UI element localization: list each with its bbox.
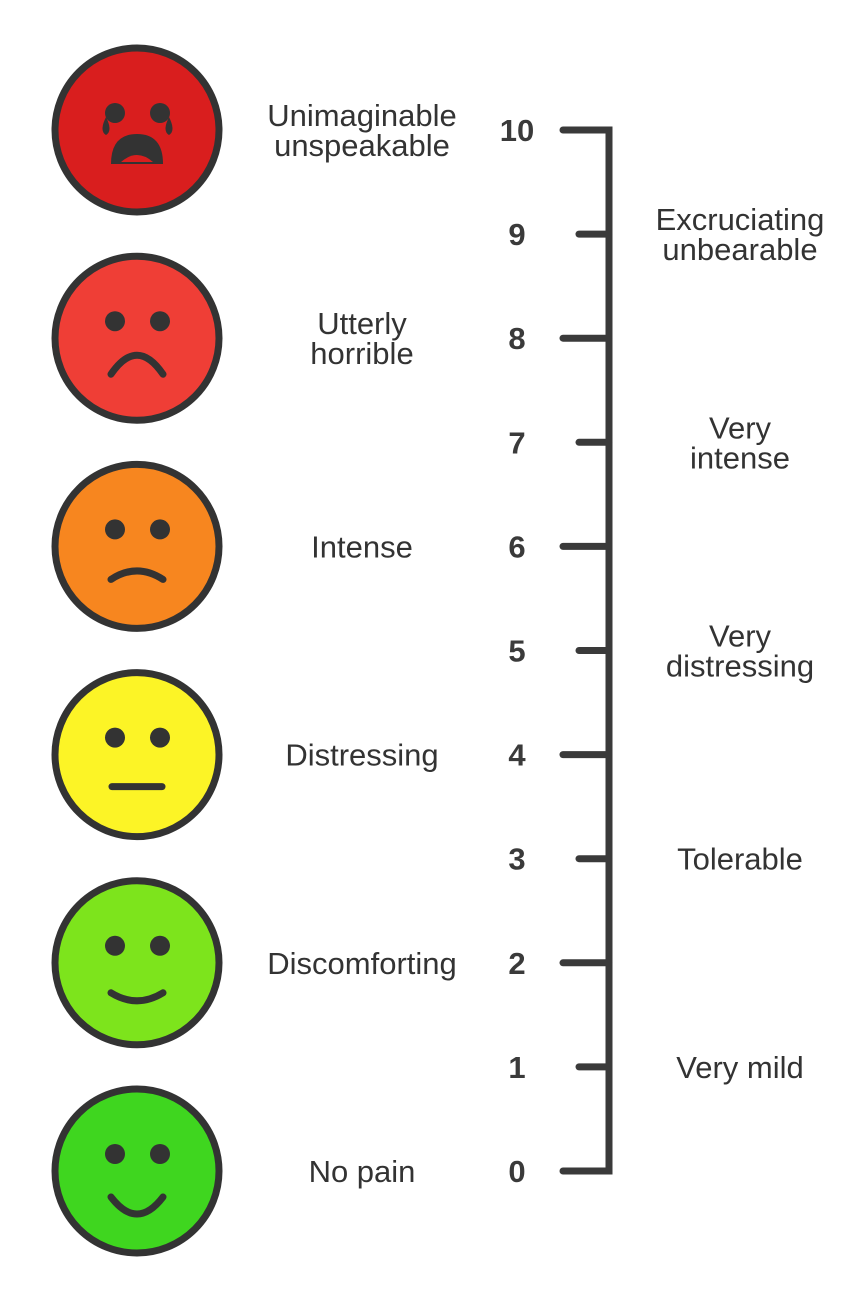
face-label-no-pain: No pain [309,1154,416,1189]
left-eye [105,1144,125,1164]
tick-label-8: 8 [508,321,525,356]
right-eye [150,311,170,332]
faces-column [51,44,223,1257]
right-eye [150,1144,170,1164]
level-labels-column: ExcruciatingunbearableVeryintenseVerydis… [656,202,825,1085]
right-eye [150,935,170,956]
face-no-pain-icon [51,1085,223,1257]
face-circle [51,252,223,424]
mouth [111,134,163,164]
face-label-line: No pain [309,1154,416,1189]
level-label-line: unbearable [662,232,817,267]
mouth [107,1193,167,1218]
left-eye [105,103,125,123]
face-label-line: unspeakable [274,128,450,163]
face-utterly-horrible-icon [51,252,223,424]
left-eye [105,935,125,956]
face-label-intense: Intense [311,529,413,564]
right-tear [165,117,173,135]
face-label-line: Distressing [285,738,438,773]
face-discomforting-icon [51,877,223,1049]
face-circle [51,44,223,216]
face-unimaginable-icon [51,44,223,216]
face-circle [51,669,223,841]
level-label-line: Very [709,410,772,445]
tick-label-9: 9 [508,217,525,252]
level-label-line: Very [709,619,772,654]
right-eye [150,103,170,123]
mouth [107,989,167,1005]
level-label-3: Tolerable [677,842,803,877]
face-label-line: Intense [311,529,413,564]
tick-label-1: 1 [508,1050,525,1085]
mouth [107,351,167,378]
tick-label-3: 3 [508,842,525,877]
level-label-line: Excruciating [656,202,825,237]
face-label-distressing: Distressing [285,738,438,773]
tick-label-6: 6 [508,529,525,564]
tick-label-7: 7 [508,425,525,460]
tick-label-10: 10 [500,113,534,148]
right-eye [150,519,170,540]
mouth-inner [121,155,153,162]
level-label-line: intense [690,440,790,475]
tick-label-4: 4 [508,738,526,773]
face-label-line: horrible [310,336,413,371]
face-circle [51,460,223,632]
right-eye [150,727,170,748]
level-label-line: Very mild [676,1050,803,1085]
face-circle [51,877,223,1049]
level-label-line: distressing [666,649,814,684]
face-label-discomforting: Discomforting [267,946,457,981]
level-label-line: Tolerable [677,842,803,877]
face-intense-icon [51,460,223,632]
mouth [107,567,167,583]
left-eye [105,311,125,332]
left-eye [105,727,125,748]
face-label-line: Unimaginable [267,98,457,133]
tick-label-2: 2 [508,946,525,981]
level-label-1: Very mild [676,1050,803,1085]
tick-label-0: 0 [508,1154,525,1189]
face-circle [51,1085,223,1257]
face-distressing-icon [51,669,223,841]
left-eye [105,519,125,540]
face-label-line: Discomforting [267,946,457,981]
left-tear [102,117,110,135]
tick-label-5: 5 [508,634,525,669]
face-label-line: Utterly [317,306,407,341]
